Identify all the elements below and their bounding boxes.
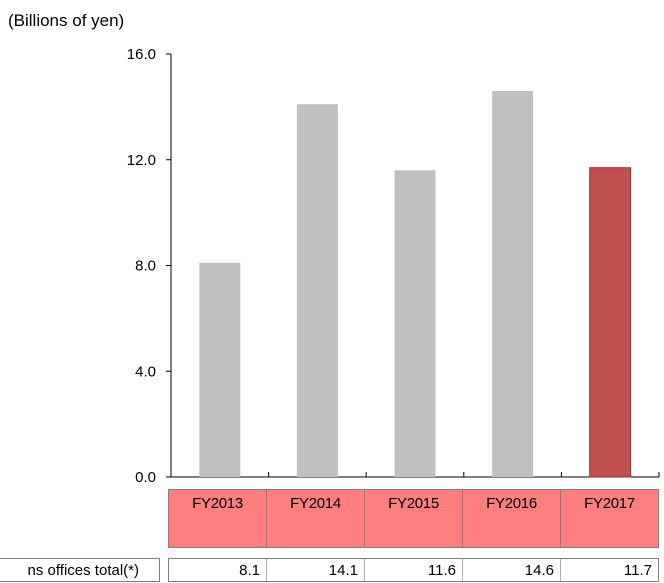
y-tick-label: 12.0 (127, 152, 156, 169)
y-tick-label: 8.0 (135, 258, 156, 275)
bar (394, 170, 436, 477)
bar (492, 91, 534, 477)
data-value-cell: 11.6 (365, 559, 463, 581)
y-tick-label: 0.0 (135, 469, 156, 486)
data-table-values-row: 8.1 14.1 11.6 14.6 11.7 (168, 558, 659, 582)
data-value-cell: 8.1 (169, 559, 267, 581)
data-value-cell: 14.6 (463, 559, 561, 581)
category-label: FY2014 (267, 490, 365, 547)
bar (199, 262, 241, 477)
y-tick-label: 4.0 (135, 363, 156, 380)
bar (296, 104, 338, 477)
category-label: FY2015 (365, 490, 463, 547)
category-header-row: FY2013 FY2014 FY2015 FY2016 FY2017 (168, 489, 659, 548)
data-table-row-label: ns offices total(*) (0, 558, 160, 582)
data-value-cell: 11.7 (623, 562, 652, 579)
category-label: FY2017 (584, 495, 635, 512)
y-axis-unit-label: (Billions of yen) (8, 11, 124, 30)
data-value-cell: 14.1 (267, 559, 365, 581)
data-table-row-label-text: ns offices total(*) (27, 562, 139, 579)
bar-highlighted (589, 167, 632, 478)
y-tick-label: 16.0 (127, 46, 156, 63)
category-label: FY2016 (463, 490, 561, 547)
bar-chart: (Billions of yen) 0.0 4.0 8.0 12.0 16.0 (8, 11, 660, 486)
category-label: FY2013 (169, 490, 267, 547)
